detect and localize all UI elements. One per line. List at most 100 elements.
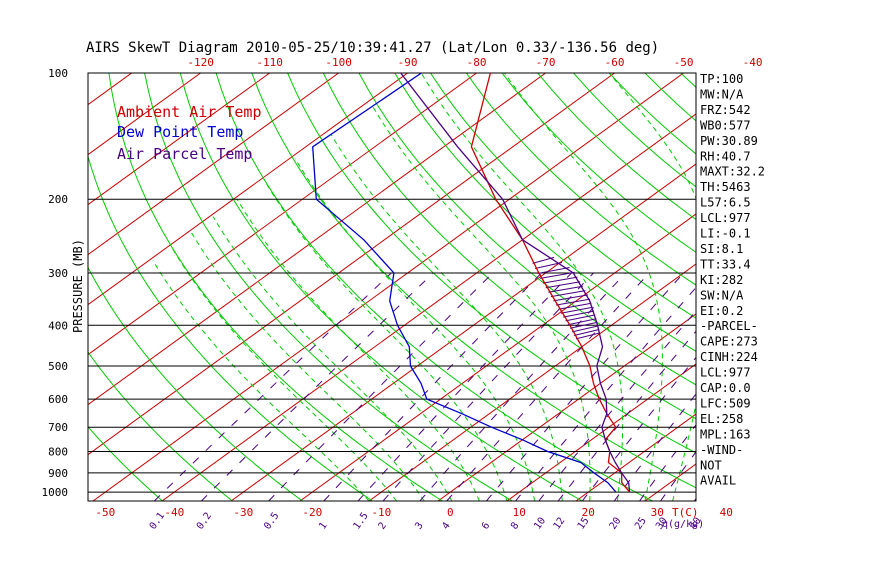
bottom-temp-tick-label: 30: [651, 506, 664, 519]
dry-adiabat-line: [323, 73, 862, 501]
mixing-ratio-label: 2: [377, 520, 389, 531]
mixing-ratio-label: 0.2: [195, 511, 214, 532]
top-temp-tick-label: -40: [743, 56, 763, 69]
top-temp-tick-label: -110: [256, 56, 283, 69]
moist-adiabat-lines: [153, 73, 773, 501]
mixing-ratio-line: [324, 273, 542, 501]
stat-item: LFC:509: [700, 396, 751, 410]
dry-adiabat-line: [359, 73, 870, 501]
stat-item: EI:0.2: [700, 304, 743, 318]
top-temp-tick-label: -80: [467, 56, 487, 69]
bottom-temp-tick-label: 40: [720, 506, 733, 519]
legend-air-parcel-temp: Air Parcel Temp: [117, 145, 252, 163]
pressure-tick-label: 600: [48, 393, 68, 406]
top-temp-tick-label: -100: [325, 56, 352, 69]
stat-item: LCL:977: [700, 211, 751, 225]
pressure-tick-label: 900: [48, 467, 68, 480]
pressure-tick-label: 200: [48, 193, 68, 206]
stat-item: TT:33.4: [700, 257, 751, 271]
mixing-ratio-line: [516, 273, 709, 501]
cape-hatch-line: [546, 282, 581, 288]
mixing-ratio-line: [447, 273, 649, 501]
dry-adiabat-line: [859, 73, 870, 501]
stat-item: MPL:163: [700, 427, 751, 441]
dry-adiabat-line: [252, 73, 723, 501]
pressure-tick-label: 500: [48, 360, 68, 373]
dry-adiabat-line: [216, 73, 652, 501]
bottom-temp-tick-label: 0: [447, 506, 454, 519]
pressure-tick-label: 300: [48, 267, 68, 280]
stat-item: CAP:0.0: [700, 381, 751, 395]
moist-adiabat-line: [237, 199, 479, 501]
mixing-ratio-label: 1: [317, 520, 329, 531]
dry-adiabat-line: [824, 73, 870, 501]
top-temp-tick-label: -120: [187, 56, 214, 69]
stat-item: MAXT:32.2: [700, 165, 765, 179]
pressure-tick-label: 100: [48, 67, 68, 80]
moist-adiabat-line: [421, 73, 622, 501]
mixing-ratio-lines: [154, 273, 863, 501]
mixing-ratio-line: [154, 273, 391, 501]
mixing-ratio-line: [383, 273, 593, 501]
stat-item: NOT: [700, 458, 722, 472]
cape-hatch-line: [548, 286, 583, 292]
stat-item: TH:5463: [700, 180, 751, 194]
pressure-tick-label: 800: [48, 446, 68, 459]
pressure-tick-label: 700: [48, 421, 68, 434]
profile-series: [313, 73, 630, 492]
moist-adiabat-line: [264, 180, 507, 501]
bottom-temp-tick-label: 10: [513, 506, 526, 519]
stat-item: LI:-0.1: [700, 227, 751, 241]
moist-adiabat-line: [153, 260, 369, 501]
mixing-ratio-label: 6: [480, 520, 492, 531]
isotherm-line: [783, 73, 870, 501]
mixing-ratio-label: 1.5: [351, 511, 370, 532]
stat-item: WB0:577: [700, 118, 751, 132]
stat-item: FRZ:542: [700, 103, 751, 117]
stat-item: CAPE:273: [700, 335, 758, 349]
dry-adiabat-line: [431, 73, 870, 501]
chart-title: AIRS SkewT Diagram 2010-05-25/10:39:41.2…: [86, 40, 659, 56]
stat-item: L57:6.5: [700, 196, 751, 210]
mixing-ratio-label: 3: [413, 520, 425, 531]
dry-adiabat-line: [788, 73, 870, 501]
bottom-temp-tick-label: 20: [582, 506, 595, 519]
stat-item: EL:258: [700, 412, 743, 426]
bottom-temp-tick-label: -40: [164, 506, 184, 519]
bottom-axis-unit: T(C): [672, 506, 699, 519]
stat-item: -WIND-: [700, 443, 743, 457]
stat-item: SW:N/A: [700, 288, 744, 302]
mixing-ratio-unit: q(g/kg): [662, 519, 704, 530]
legend-dew-point-temp: Dew Point Temp: [117, 123, 243, 141]
top-temp-tick-label: -90: [398, 56, 418, 69]
mixing-ratio-label: 20: [608, 516, 624, 532]
mixing-ratio-label: 4: [440, 520, 452, 531]
isotherm-line: [0, 73, 63, 501]
mixing-ratio-label: 25: [633, 516, 649, 532]
stat-item: AVAIL: [700, 474, 736, 488]
stat-item: PW:30.89: [700, 134, 758, 148]
y-axis-label: PRESSURE (MB): [71, 239, 85, 333]
bottom-temp-tick-label: -10: [371, 506, 391, 519]
top-temp-tick-label: -60: [605, 56, 625, 69]
mixing-ratio-label: 8: [509, 520, 521, 531]
cape-hatch-line: [551, 291, 586, 297]
top-temp-tick-label: -70: [536, 56, 556, 69]
mixing-ratio-label: 12: [552, 516, 568, 532]
stat-item: CINH:224: [700, 350, 758, 364]
dry-adiabat-line: [752, 73, 870, 501]
moist-adiabat-line: [295, 159, 534, 501]
stat-item: KI:282: [700, 273, 743, 287]
bottom-temp-tick-label: -50: [95, 506, 115, 519]
stat-item: RH:40.7: [700, 149, 751, 163]
mixing-ratio-label: 0.5: [262, 511, 281, 532]
pressure-tick-label: 400: [48, 319, 68, 332]
pressure-tick-label: 1000: [42, 486, 69, 499]
bottom-temp-tick-label: -30: [233, 506, 253, 519]
stats-panel: TP:100MW:N/AFRZ:542WB0:577PW:30.89RH:40.…: [700, 72, 765, 488]
dry-adiabat-line: [395, 73, 870, 501]
stat-item: LCL:977: [700, 366, 751, 380]
legend-ambient-air-temp: Ambient Air Temp: [117, 103, 262, 121]
